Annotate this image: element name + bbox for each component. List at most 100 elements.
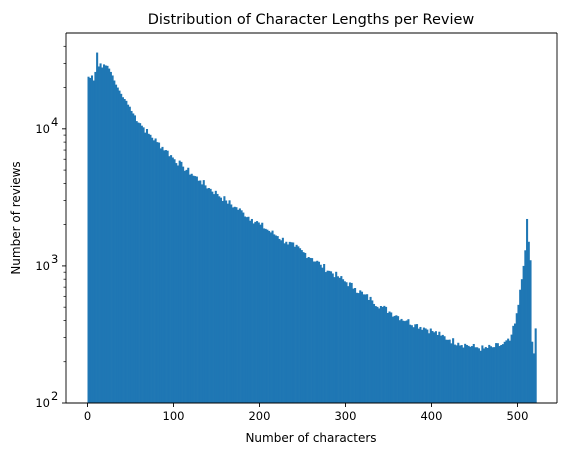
- histogram-bar: [390, 312, 393, 403]
- histogram-bar: [412, 327, 415, 403]
- histogram-bar: [147, 133, 150, 404]
- y-tick-label: 10: [35, 259, 50, 273]
- histogram-bar: [290, 242, 293, 403]
- histogram-bar: [488, 344, 491, 403]
- histogram-bar: [526, 218, 529, 403]
- histogram-bar: [381, 306, 384, 403]
- histogram-bar: [348, 282, 351, 403]
- histogram-bar: [108, 68, 111, 403]
- histogram-bar: [152, 140, 155, 403]
- histogram-bar: [532, 353, 535, 403]
- histogram-bar: [96, 52, 99, 404]
- histogram-bar: [144, 132, 147, 403]
- histogram-bar: [304, 252, 307, 403]
- histogram-bar: [309, 257, 312, 403]
- histogram-bar: [218, 196, 221, 403]
- histogram-bar: [216, 193, 219, 403]
- histogram-bar: [421, 329, 424, 403]
- histogram-bar: [273, 234, 276, 403]
- histogram-bar: [278, 238, 281, 403]
- histogram-bar: [407, 319, 410, 403]
- histogram-bar: [123, 99, 126, 403]
- y-tick-exponent: 2: [51, 389, 58, 403]
- histogram-bar: [386, 312, 389, 403]
- histogram-bar: [410, 325, 413, 403]
- histogram-bar: [493, 347, 496, 403]
- histogram-bar: [223, 196, 226, 403]
- histogram-bar: [235, 207, 238, 403]
- histogram-bar: [128, 106, 131, 403]
- histogram-bar: [445, 339, 448, 403]
- histogram-bar: [503, 341, 506, 403]
- histogram-bar: [415, 324, 419, 403]
- y-tick-label: 10: [35, 122, 50, 136]
- histogram-bar: [316, 260, 319, 403]
- histogram-bar: [305, 258, 308, 403]
- histogram-bar: [276, 236, 279, 403]
- histogram-bar: [426, 329, 429, 403]
- histogram-bar: [507, 338, 510, 403]
- histogram-bar: [433, 332, 436, 403]
- histogram-bar: [519, 289, 522, 403]
- histogram-bar: [176, 165, 179, 403]
- histogram-bar: [422, 327, 425, 403]
- histogram-bar: [102, 64, 106, 403]
- histogram-bar: [495, 343, 498, 403]
- histogram-bar: [477, 348, 480, 403]
- histogram-bar: [280, 240, 283, 403]
- histogram-bar: [438, 331, 441, 403]
- histogram-bar: [453, 344, 456, 403]
- histogram-bar: [350, 282, 353, 403]
- histogram-bar: [199, 180, 202, 403]
- histogram-bar: [385, 306, 388, 403]
- histogram-bar: [496, 343, 499, 403]
- histogram-bar: [219, 197, 222, 403]
- histogram-bar: [398, 320, 401, 403]
- histogram-bar: [274, 235, 278, 403]
- histogram-bar: [354, 288, 357, 403]
- histogram-bar: [266, 229, 269, 403]
- histogram-bar: [338, 277, 341, 403]
- histogram-bar: [483, 348, 486, 403]
- y-tick-label: 10: [35, 396, 50, 410]
- histogram-bar: [247, 216, 250, 403]
- histogram-bar: [225, 200, 228, 403]
- histogram-bar: [462, 347, 465, 403]
- histogram-bar: [520, 279, 523, 403]
- histogram-bar: [185, 169, 188, 403]
- histogram-bar: [379, 306, 382, 403]
- histogram-bar: [120, 93, 123, 403]
- histogram-bar: [324, 272, 327, 403]
- histogram-bar: [457, 342, 460, 403]
- histogram-bar: [197, 180, 200, 403]
- histogram-bar: [89, 77, 92, 403]
- histogram-bar: [360, 291, 364, 403]
- histogram-bar: [252, 223, 255, 403]
- histogram-bar: [281, 237, 284, 403]
- histogram-bars: [87, 52, 537, 404]
- histogram-bar: [233, 206, 236, 403]
- histogram-bar: [145, 129, 149, 403]
- histogram-bar: [366, 294, 369, 403]
- histogram-bar: [395, 315, 398, 403]
- histogram-bar: [166, 150, 169, 403]
- histogram-bar: [92, 80, 95, 403]
- x-tick-label: 300: [334, 409, 356, 423]
- histogram-bar: [135, 121, 138, 403]
- histogram-bar: [527, 241, 530, 403]
- x-tick-label: 500: [506, 409, 528, 423]
- histogram-bar: [264, 228, 267, 403]
- histogram-bar: [417, 328, 420, 403]
- histogram-bar: [522, 265, 525, 403]
- histogram-bar: [156, 142, 159, 404]
- histogram-bar: [329, 271, 333, 403]
- histogram-bar: [121, 97, 124, 403]
- histogram-bar: [345, 282, 348, 403]
- histogram-bar: [242, 212, 245, 403]
- histogram-bar: [431, 331, 434, 403]
- histogram-bar: [409, 324, 412, 403]
- histogram-bar: [286, 244, 290, 403]
- histogram-bar: [299, 248, 302, 403]
- histogram-bar: [161, 146, 164, 403]
- histogram-bar: [250, 218, 253, 403]
